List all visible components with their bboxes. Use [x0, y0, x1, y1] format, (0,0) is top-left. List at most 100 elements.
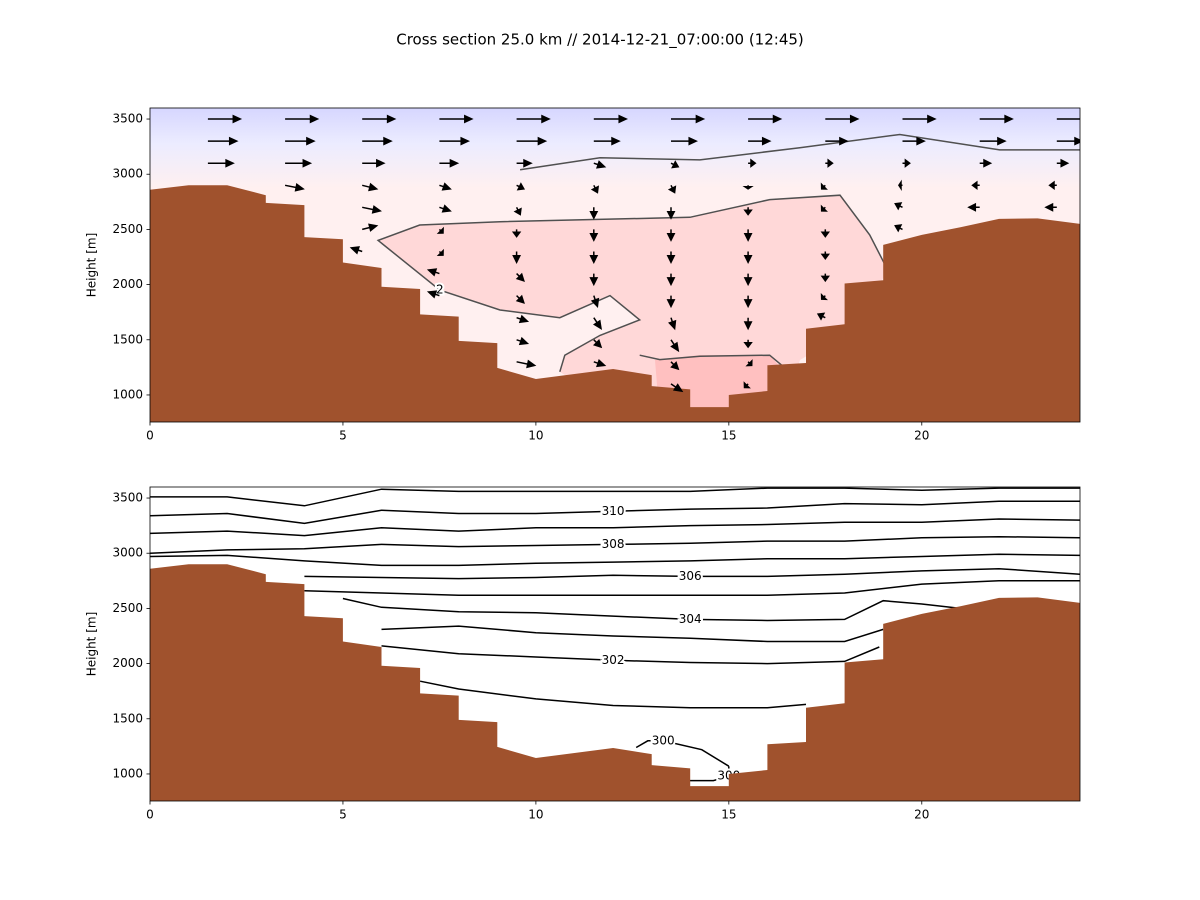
arrow — [820, 292, 828, 301]
arrow — [825, 136, 849, 146]
arrow — [515, 272, 525, 282]
arrow — [349, 246, 363, 255]
arrow — [820, 273, 830, 283]
contour-label: 306 — [679, 569, 702, 583]
arrow — [593, 136, 621, 146]
arrow — [593, 114, 629, 124]
contour-line — [150, 553, 1080, 567]
y-tick-label: 3000 — [112, 167, 143, 181]
arrow — [902, 114, 937, 124]
arrow — [439, 182, 452, 191]
arrow — [207, 114, 243, 124]
contour-label: 304 — [679, 612, 702, 626]
arrow — [592, 338, 603, 349]
contours: 310308306304302300300 — [150, 487, 1080, 785]
contour-line — [519, 133, 1080, 171]
arrow — [894, 224, 903, 233]
contour-line — [376, 194, 889, 373]
arrow — [284, 182, 305, 192]
arrow — [512, 251, 522, 264]
x-tick-label: 5 — [339, 808, 347, 822]
y-tick-label: 2000 — [112, 277, 143, 291]
arrow — [666, 273, 676, 287]
arrow — [670, 160, 680, 169]
arrow — [820, 229, 830, 238]
arrow — [743, 273, 753, 287]
y-tick-label: 1500 — [112, 332, 143, 346]
arrow — [516, 136, 548, 146]
arrow — [668, 317, 677, 331]
arrow — [207, 158, 235, 168]
arrow — [898, 179, 903, 192]
arrow — [589, 207, 599, 220]
arrow — [516, 182, 526, 191]
contour-label: 302 — [602, 653, 625, 667]
arrow — [436, 226, 444, 234]
y-tick-label: 1500 — [112, 711, 143, 725]
contour-line — [150, 518, 1080, 537]
arrow — [362, 182, 379, 192]
arrow — [285, 114, 320, 124]
x-tick-label: 10 — [528, 429, 543, 443]
arrow — [590, 295, 600, 309]
arrow — [589, 229, 599, 242]
arrow — [362, 114, 397, 124]
arrow — [825, 158, 834, 168]
arrow — [671, 136, 699, 146]
x-tick-label: 20 — [914, 808, 929, 822]
arrow — [589, 251, 599, 264]
arrow — [971, 180, 980, 190]
arrow — [743, 339, 753, 349]
arrow — [666, 229, 676, 242]
contour-line — [381, 645, 880, 665]
arrow — [590, 184, 600, 194]
arrow — [439, 136, 471, 146]
arrow — [362, 158, 386, 168]
y-tick-label: 2000 — [112, 656, 143, 670]
arrow — [671, 114, 706, 124]
arrow — [742, 185, 754, 190]
contour-line — [150, 500, 1080, 525]
contour-line — [419, 680, 807, 709]
contour-line — [304, 580, 1080, 596]
y-tick-label: 2500 — [112, 601, 143, 615]
contours: 2 — [376, 133, 1080, 373]
arrow — [967, 202, 980, 212]
arrow — [426, 268, 440, 277]
arrow — [743, 229, 753, 242]
contour-line — [381, 625, 884, 643]
x-tick-label: 10 — [528, 808, 543, 822]
arrow — [743, 251, 753, 264]
arrow — [670, 383, 684, 393]
arrow — [439, 114, 474, 124]
arrow — [743, 381, 751, 389]
arrow — [894, 202, 903, 211]
y-tick-label: 1000 — [112, 766, 143, 780]
y-tick-label: 3500 — [112, 112, 143, 126]
x-tick-label: 20 — [914, 429, 929, 443]
arrow — [515, 294, 525, 304]
y-tick-label: 2500 — [112, 222, 143, 236]
arrow — [1044, 202, 1057, 212]
arrow — [902, 158, 911, 168]
quiver — [207, 114, 1080, 393]
arrow — [516, 314, 530, 324]
panel-top: 2 — [150, 108, 1080, 422]
arrow — [593, 358, 607, 368]
arrow — [1048, 180, 1057, 190]
contour-line — [682, 766, 730, 782]
arrow — [1056, 136, 1080, 146]
y-axis-label: Height [m] — [85, 612, 99, 677]
x-tick-label: 15 — [721, 429, 736, 443]
y-tick-label: 1000 — [112, 387, 143, 401]
contour-label: 308 — [602, 537, 625, 551]
contour-line — [150, 487, 1080, 507]
arrow — [1056, 158, 1070, 168]
arrow — [979, 158, 993, 168]
arrow — [748, 136, 772, 146]
arrow — [743, 295, 753, 309]
arrow — [362, 136, 393, 146]
arrow — [593, 160, 607, 169]
